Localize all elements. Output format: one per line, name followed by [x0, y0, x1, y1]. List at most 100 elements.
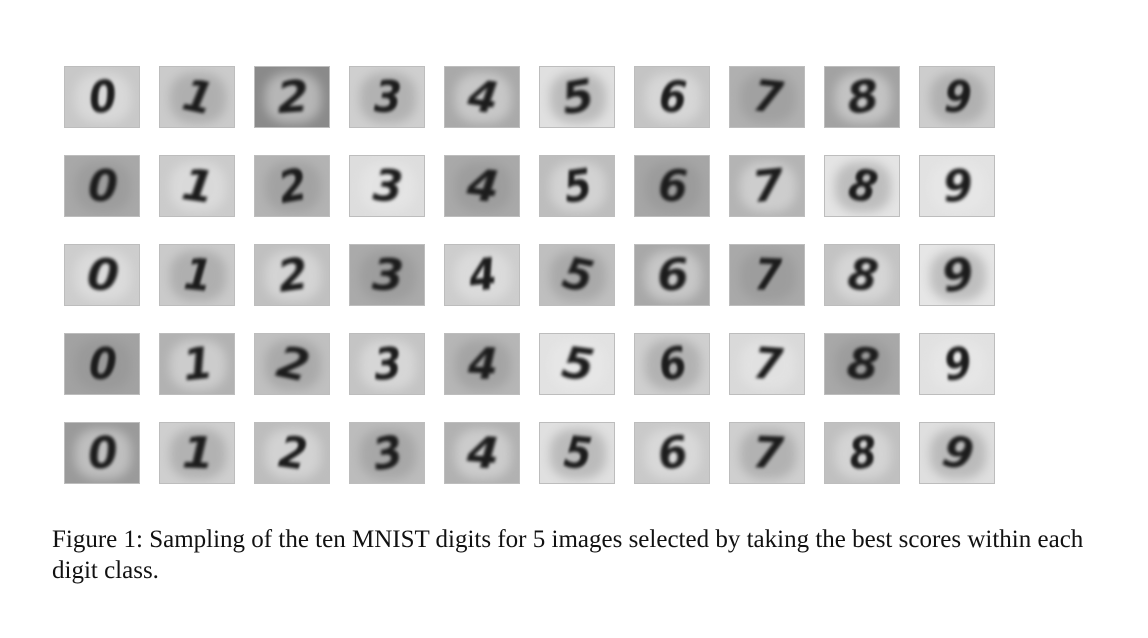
digit-glyph: 1 — [181, 248, 215, 303]
digit-glyph: 5 — [557, 69, 599, 126]
digit-glyph: 1 — [180, 337, 216, 392]
digit-halo — [455, 162, 511, 212]
digit-glyph: 1 — [178, 69, 218, 126]
digit-glyph: 8 — [844, 158, 882, 215]
digit-image: 1 — [159, 155, 235, 217]
digit-halo — [740, 162, 796, 212]
digit-glyph: 0 — [85, 248, 121, 303]
digit-glyph: 0 — [86, 70, 120, 125]
digit-image: 9 — [919, 333, 995, 395]
digit-glyph: 7 — [751, 427, 785, 480]
figure-caption: Figure 1: Sampling of the ten MNIST digi… — [52, 526, 1084, 584]
digit-halo — [930, 429, 986, 479]
digit-glyph: 4 — [467, 338, 499, 391]
digit-halo — [75, 73, 131, 123]
digit-glyph: 4 — [466, 248, 500, 303]
digit-glyph: 6 — [654, 337, 691, 393]
digit-halo — [835, 340, 891, 390]
digit-image: 5 — [539, 422, 615, 484]
digit-image: 2 — [254, 244, 330, 306]
digit-glyph: 5 — [561, 426, 595, 481]
digit-halo — [740, 251, 796, 301]
digit-image: 5 — [539, 155, 615, 217]
digit-halo — [930, 73, 986, 123]
digit-glyph: 1 — [181, 427, 215, 480]
digit-glyph: 8 — [843, 70, 883, 125]
digit-halo — [740, 340, 796, 390]
digit-image: 4 — [444, 244, 520, 306]
digit-halo — [645, 162, 701, 212]
digit-glyph: 3 — [368, 425, 407, 482]
digit-halo — [170, 340, 226, 390]
digit-image: 6 — [634, 422, 710, 484]
digit-image: 9 — [919, 422, 995, 484]
digit-image: 1 — [159, 333, 235, 395]
digit-halo — [835, 429, 891, 479]
digit-halo — [360, 251, 416, 301]
digit-halo — [550, 251, 606, 301]
digit-glyph: 4 — [465, 426, 501, 481]
digit-halo — [265, 251, 321, 301]
digit-image: 8 — [824, 333, 900, 395]
digit-halo — [740, 429, 796, 479]
digit-image: 1 — [159, 244, 235, 306]
digit-halo — [550, 73, 606, 123]
digit-halo — [740, 73, 796, 123]
digit-halo — [455, 251, 511, 301]
digit-row-5: 0 1 2 3 4 5 6 7 8 9 — [64, 422, 1014, 484]
digit-glyph: 7 — [753, 249, 783, 302]
digit-image: 2 — [254, 333, 330, 395]
digit-image: 3 — [349, 155, 425, 217]
digit-image: 1 — [159, 422, 235, 484]
digit-glyph: 9 — [940, 337, 976, 392]
digit-image: 4 — [444, 155, 520, 217]
digit-image: 9 — [919, 244, 995, 306]
digit-glyph: 0 — [86, 427, 120, 480]
digit-halo — [265, 162, 321, 212]
digit-glyph: 7 — [751, 338, 785, 391]
digit-glyph: 9 — [937, 247, 979, 304]
digit-glyph: 9 — [941, 160, 975, 213]
digit-image: 0 — [64, 155, 140, 217]
digit-glyph: 3 — [371, 160, 405, 213]
digit-image: 7 — [729, 244, 805, 306]
digit-image: 3 — [349, 244, 425, 306]
digit-glyph: 9 — [943, 71, 973, 124]
digit-image: 7 — [729, 155, 805, 217]
digit-glyph: 3 — [373, 71, 403, 124]
digit-image: 0 — [64, 333, 140, 395]
digit-halo — [75, 340, 131, 390]
digit-halo — [930, 162, 986, 212]
digit-halo — [265, 429, 321, 479]
digit-halo — [550, 429, 606, 479]
digit-image: 2 — [254, 422, 330, 484]
digit-halo — [170, 73, 226, 123]
digit-image: 8 — [824, 422, 900, 484]
digit-glyph: 2 — [274, 248, 312, 303]
digit-glyph: 7 — [749, 159, 787, 214]
digit-halo — [75, 162, 131, 212]
digit-glyph: 0 — [87, 160, 119, 213]
digit-halo — [75, 429, 131, 479]
digit-image: 8 — [824, 244, 900, 306]
digit-glyph: 8 — [846, 426, 880, 481]
digit-image: 6 — [634, 66, 710, 128]
digit-image: 6 — [634, 155, 710, 217]
digit-halo — [265, 73, 321, 123]
digit-glyph: 1 — [178, 159, 218, 214]
digit-image: 4 — [444, 422, 520, 484]
digit-halo — [835, 73, 891, 123]
digit-glyph: 2 — [275, 70, 311, 125]
digit-halo — [455, 73, 511, 123]
digit-image: 2 — [254, 66, 330, 128]
digit-halo — [645, 429, 701, 479]
digit-halo — [455, 340, 511, 390]
digit-image: 0 — [64, 244, 140, 306]
digit-glyph: 6 — [657, 160, 689, 213]
digit-row-2: 0 1 2 3 4 5 6 7 8 9 — [64, 155, 1014, 217]
digit-glyph: 8 — [844, 248, 882, 303]
digit-halo — [835, 251, 891, 301]
digit-halo — [360, 429, 416, 479]
digit-halo — [360, 73, 416, 123]
